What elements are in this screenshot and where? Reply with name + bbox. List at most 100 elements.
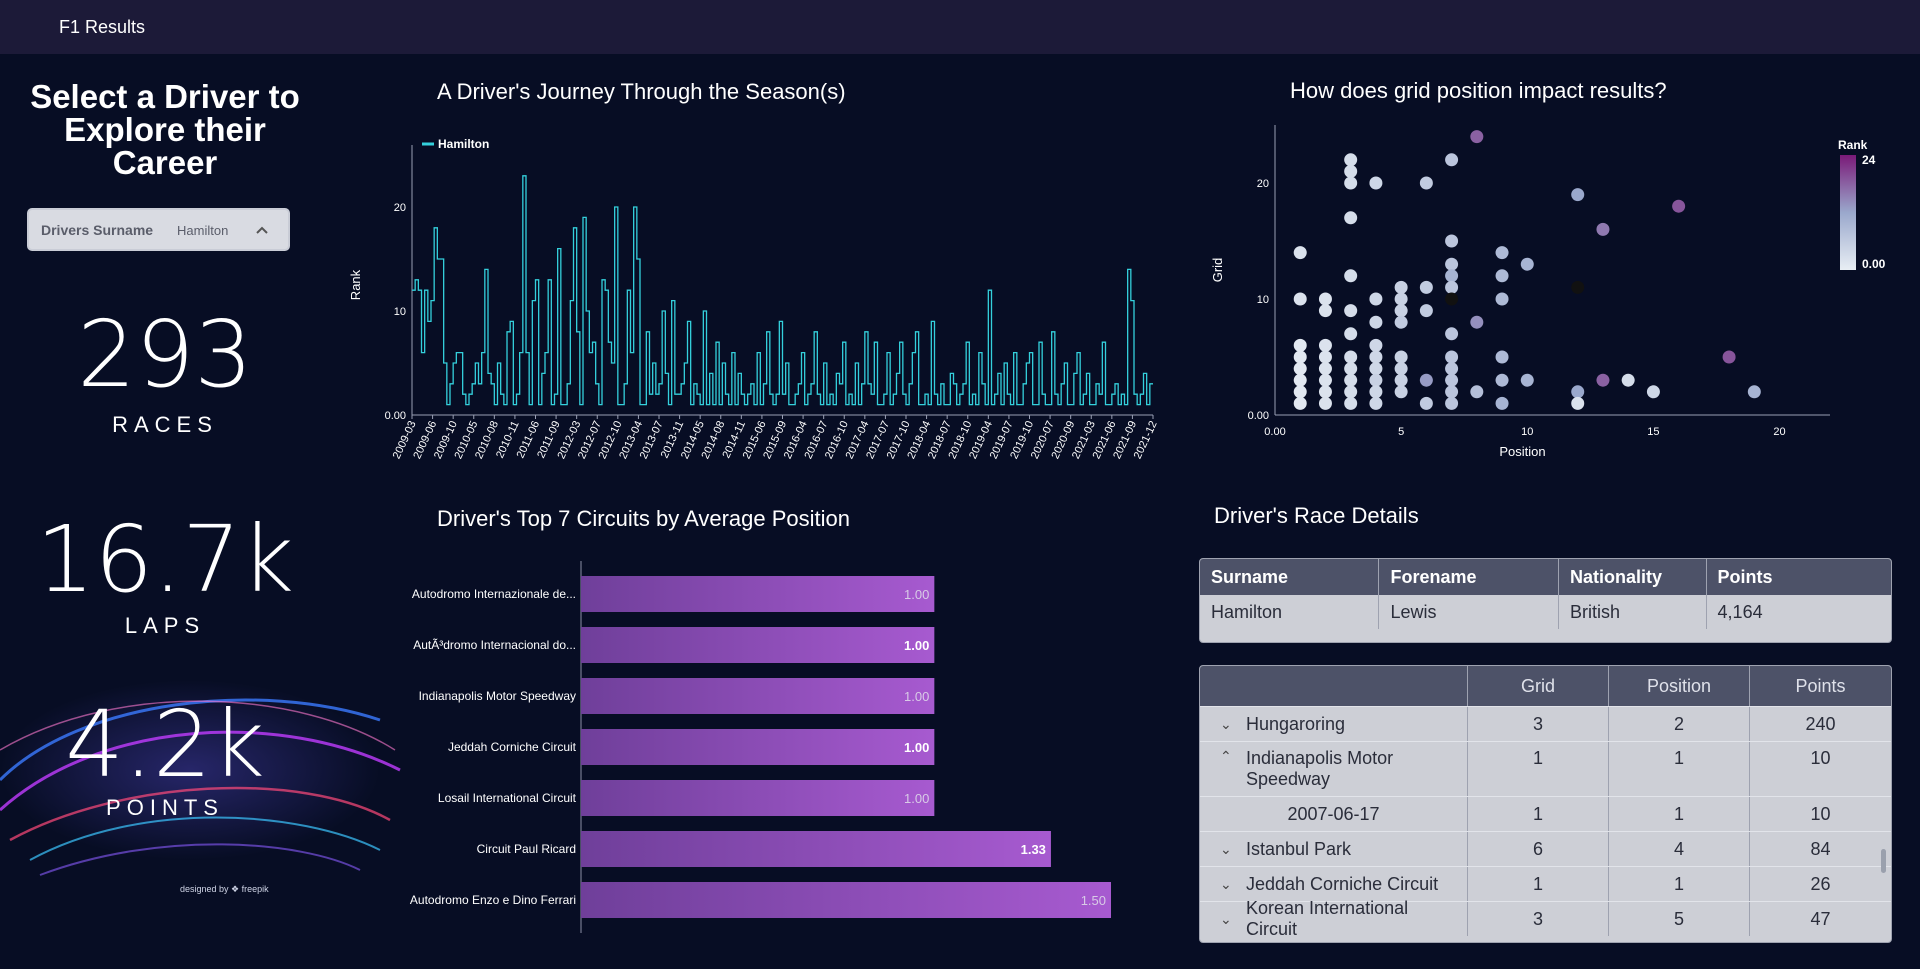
scatter-point[interactable]	[1293, 338, 1307, 352]
scatter-point[interactable]	[1394, 373, 1408, 387]
chevron-down-icon[interactable]: ⌄	[1220, 840, 1232, 857]
chevron-up-icon[interactable]	[254, 222, 270, 238]
scatter-point[interactable]	[1318, 350, 1332, 364]
scatter-point[interactable]	[1369, 292, 1383, 306]
scatter-point[interactable]	[1520, 257, 1534, 271]
scatter-point[interactable]	[1369, 338, 1383, 352]
scatter-point[interactable]	[1445, 385, 1459, 399]
scatter-point[interactable]	[1495, 350, 1509, 364]
bar[interactable]	[581, 627, 935, 663]
scatter-point[interactable]	[1470, 130, 1484, 144]
scatter-point[interactable]	[1571, 188, 1585, 202]
scatter-point[interactable]	[1344, 327, 1358, 341]
scatter-point[interactable]	[1293, 362, 1307, 376]
table-row[interactable]: ⌄ Hungaroring 3 2 240	[1200, 706, 1891, 741]
scatter-point[interactable]	[1369, 362, 1383, 376]
scatter-point[interactable]	[1571, 280, 1585, 294]
legend-label[interactable]: Hamilton	[438, 137, 489, 151]
scatter-point[interactable]	[1495, 246, 1509, 260]
chevron-down-icon[interactable]: ⌄	[1220, 875, 1232, 892]
col-points[interactable]: Points	[1717, 566, 1773, 587]
scatter-point[interactable]	[1419, 176, 1433, 190]
scatter-point[interactable]	[1596, 222, 1610, 236]
scatter-point[interactable]	[1394, 304, 1408, 318]
scatter-point[interactable]	[1293, 292, 1307, 306]
table-row[interactable]: ⌃ Indianapolis Motor Speedway 1 1 10	[1200, 741, 1891, 796]
scatter-point[interactable]	[1394, 385, 1408, 399]
scatter-point[interactable]	[1495, 269, 1509, 283]
scatter-point[interactable]	[1293, 396, 1307, 410]
table-row[interactable]: Hamilton Lewis British 4,164	[1200, 595, 1891, 629]
scatter-point[interactable]	[1445, 257, 1459, 271]
table-scrollbar[interactable]	[1881, 849, 1886, 873]
scatter-point[interactable]	[1495, 373, 1509, 387]
scatter-point[interactable]	[1369, 315, 1383, 329]
scatter-point[interactable]	[1495, 292, 1509, 306]
scatter-point[interactable]	[1293, 350, 1307, 364]
bar[interactable]	[581, 678, 935, 714]
chevron-up-icon[interactable]: ⌃	[1220, 748, 1232, 764]
scatter-point[interactable]	[1344, 211, 1358, 225]
scatter-point[interactable]	[1445, 269, 1459, 283]
scatter-point[interactable]	[1445, 362, 1459, 376]
top-circuits-bar-chart[interactable]: Autodromo Internazionale de... 1.00 AutÃ³d…	[340, 555, 1120, 940]
scatter-point[interactable]	[1596, 373, 1610, 387]
scatter-point[interactable]	[1445, 153, 1459, 167]
col-surname[interactable]: Surname	[1200, 559, 1380, 595]
scatter-point[interactable]	[1394, 292, 1408, 306]
scatter-point[interactable]	[1394, 315, 1408, 329]
scatter-point[interactable]	[1672, 199, 1686, 213]
scatter-point[interactable]	[1445, 350, 1459, 364]
circuit-details-table[interactable]: Grid Position Points ⌄ Hungaroring 3 2 240 ⌃ I…	[1199, 665, 1892, 943]
journey-line-chart[interactable]: 0.001020RankHamilton2009-032009-062009-1…	[340, 125, 1160, 480]
scatter-point[interactable]	[1445, 292, 1459, 306]
col-nationality[interactable]: Nationality	[1559, 559, 1707, 595]
scatter-point[interactable]	[1318, 292, 1332, 306]
scatter-point[interactable]	[1344, 362, 1358, 376]
table-row[interactable]: ⌄ Korean International Circuit 3 5 47	[1200, 898, 1891, 939]
scatter-point[interactable]	[1571, 385, 1585, 399]
scatter-point[interactable]	[1369, 350, 1383, 364]
scatter-point[interactable]	[1293, 385, 1307, 399]
scatter-point[interactable]	[1394, 350, 1408, 364]
scatter-point[interactable]	[1318, 385, 1332, 399]
scatter-point[interactable]	[1344, 269, 1358, 283]
bar[interactable]	[581, 831, 1051, 867]
drivers-surname-dropdown[interactable]: Drivers Surname Hamilton	[27, 208, 290, 251]
scatter-point[interactable]	[1747, 385, 1761, 399]
bar[interactable]	[581, 882, 1111, 918]
scatter-point[interactable]	[1470, 315, 1484, 329]
scatter-point[interactable]	[1571, 396, 1585, 410]
scatter-point[interactable]	[1344, 153, 1358, 167]
scatter-point[interactable]	[1470, 385, 1484, 399]
scatter-point[interactable]	[1318, 304, 1332, 318]
scatter-point[interactable]	[1369, 396, 1383, 410]
scatter-point[interactable]	[1445, 373, 1459, 387]
scatter-point[interactable]	[1344, 373, 1358, 387]
scatter-point[interactable]	[1419, 373, 1433, 387]
scatter-point[interactable]	[1520, 373, 1534, 387]
scatter-point[interactable]	[1445, 396, 1459, 410]
scatter-point[interactable]	[1621, 373, 1635, 387]
scatter-point[interactable]	[1344, 396, 1358, 410]
scatter-point[interactable]	[1344, 350, 1358, 364]
scatter-point[interactable]	[1344, 176, 1358, 190]
table-row[interactable]: ⌄ Jeddah Corniche Circuit 1 1 26	[1200, 866, 1891, 901]
scatter-point[interactable]	[1419, 396, 1433, 410]
series-line-hamilton[interactable]	[412, 175, 1153, 406]
scatter-point[interactable]	[1318, 362, 1332, 376]
scatter-point[interactable]	[1369, 373, 1383, 387]
scatter-point[interactable]	[1369, 176, 1383, 190]
chevron-down-icon[interactable]: ⌄	[1220, 910, 1232, 927]
col-points[interactable]: Points	[1795, 675, 1846, 696]
scatter-point[interactable]	[1344, 164, 1358, 178]
scatter-point[interactable]	[1318, 396, 1332, 410]
scatter-point[interactable]	[1369, 385, 1383, 399]
scatter-point[interactable]	[1293, 373, 1307, 387]
scatter-point[interactable]	[1445, 327, 1459, 341]
table-row[interactable]: 2007-06-17 1 1 10	[1200, 796, 1891, 831]
bar[interactable]	[581, 780, 935, 816]
table-row[interactable]: ⌄ Istanbul Park 6 4 84	[1200, 831, 1891, 866]
scatter-point[interactable]	[1419, 280, 1433, 294]
